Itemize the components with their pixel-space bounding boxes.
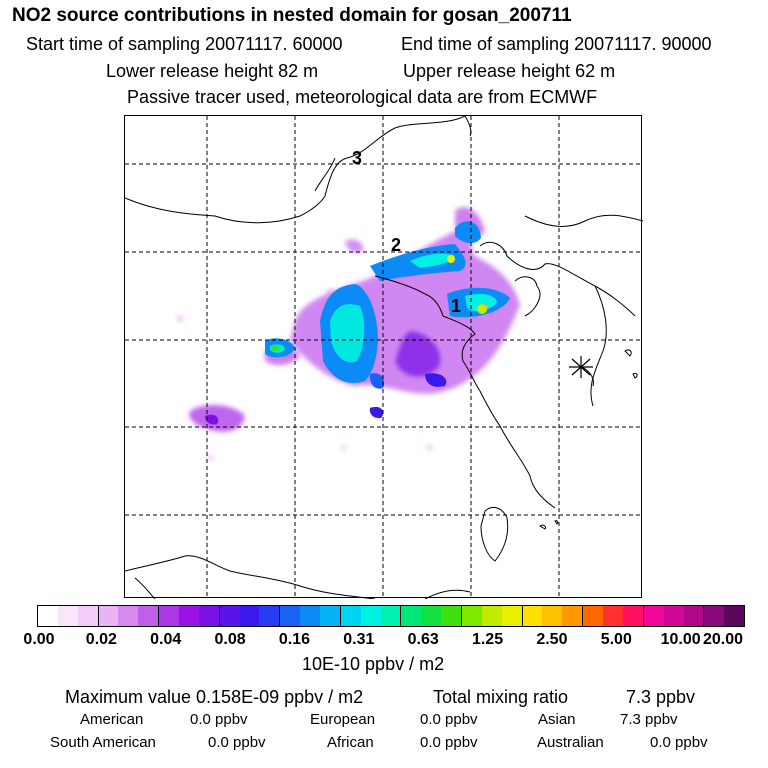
- colorbar-tick-label: 0.00: [23, 631, 55, 648]
- colorbar-segment: [683, 606, 705, 626]
- colorbar-segment: [441, 606, 463, 626]
- colorbar-tick-label: 0.63: [407, 631, 439, 648]
- trajectory-label-2: 2: [391, 235, 402, 255]
- colorbar-unit: 10E-10 ppbv / m2: [302, 654, 445, 674]
- colorbar-segment: [239, 606, 260, 626]
- african-value: 0.0 ppbv: [420, 734, 478, 751]
- plume-core: [205, 221, 510, 425]
- upper-release-label: Upper release height 62 m: [403, 61, 616, 81]
- colorbar-segment: [300, 606, 321, 626]
- australian-value: 0.0 ppbv: [650, 734, 708, 751]
- european-value: 0.0 ppbv: [420, 711, 478, 728]
- colorbar-segment: [380, 606, 402, 626]
- colorbar-segment: [320, 606, 341, 626]
- colorbar-segment: [583, 606, 604, 626]
- chart-title: NO2 source contributions in nested domai…: [12, 5, 572, 26]
- colorbar-segment: [562, 606, 584, 626]
- colorbar-segment: [401, 606, 422, 626]
- colorbar-segment: [542, 606, 563, 626]
- coastlines: [125, 116, 643, 599]
- colorbar-segment: [603, 606, 623, 626]
- colorbar-segment: [280, 606, 301, 626]
- max-value-label: Maximum value 0.158E-09 ppbv / m2: [65, 687, 364, 707]
- colorbar-segment: [77, 606, 99, 626]
- total-mixing-value: 7.3 ppbv: [626, 687, 696, 707]
- colorbar-segment: [421, 606, 442, 626]
- colorbar-tick-label: 2.50: [536, 631, 568, 648]
- lower-release-label: Lower release height 82 m: [106, 61, 319, 81]
- colorbar-segment: [179, 606, 199, 626]
- colorbar-segment: [198, 606, 220, 626]
- south-american-value: 0.0 ppbv: [208, 734, 266, 751]
- tracer-label: Passive tracer used, meteorological data…: [127, 87, 598, 107]
- colorbar-segment: [663, 606, 684, 626]
- colorbar-segment: [340, 606, 361, 626]
- start-time-label: Start time of sampling 20071117. 60000: [26, 34, 343, 54]
- colorbar-tick-label: 0.31: [343, 631, 375, 648]
- colorbar-segment: [98, 606, 119, 626]
- colorbar-segment: [522, 606, 543, 626]
- american-label: American: [80, 711, 144, 728]
- african-label: African: [327, 734, 374, 751]
- colorbar-tick-label: 0.16: [278, 631, 311, 648]
- colorbar-segment: [724, 606, 745, 626]
- map-plot: 1 2 3: [124, 115, 643, 599]
- colorbar-tick-label: 10.00: [660, 631, 701, 648]
- asian-value: 7.3 ppbv: [620, 711, 678, 728]
- colorbar-segment: [481, 606, 502, 626]
- colorbar-tick-label: 0.04: [150, 631, 182, 648]
- colorbar-segment: [462, 606, 482, 626]
- asian-label: Asian: [538, 711, 576, 728]
- colorbar-segment: [57, 606, 78, 626]
- colorbar-tick-label: 5.00: [600, 631, 632, 648]
- colorbar-segment: [138, 606, 160, 626]
- european-label: European: [310, 711, 376, 728]
- colorbar-segment: [622, 606, 644, 626]
- colorbar-segment: [643, 606, 664, 626]
- grid-lines: [125, 116, 643, 599]
- trajectory-label-3: 3: [352, 148, 363, 168]
- total-mixing-label: Total mixing ratio: [433, 687, 569, 707]
- colorbar-tick-label: 0.08: [214, 631, 246, 648]
- end-time-label: End time of sampling 20071117. 90000: [401, 34, 712, 54]
- south-american-label: South American: [50, 734, 156, 751]
- colorbar-tick-label: 0.02: [85, 631, 117, 648]
- australian-label: Australian: [537, 734, 604, 751]
- colorbar-segment: [159, 606, 180, 626]
- colorbar-segment: [360, 606, 381, 626]
- map-svg: [125, 116, 643, 599]
- colorbar-segment: [118, 606, 139, 626]
- receptor-star-icon: [569, 356, 593, 378]
- trajectory-label-1: 1: [451, 296, 462, 316]
- colorbar-segment: [501, 606, 523, 626]
- colorbar-segment: [704, 606, 725, 626]
- colorbar-segment: [259, 606, 281, 626]
- colorbar-segment: [38, 606, 58, 626]
- american-value: 0.0 ppbv: [190, 711, 248, 728]
- colorbar-tick-label: 1.25: [471, 631, 504, 648]
- colorbar-tick-label: 20.00: [702, 631, 744, 648]
- colorbar-segment: [219, 606, 240, 626]
- colorbar: [37, 605, 745, 627]
